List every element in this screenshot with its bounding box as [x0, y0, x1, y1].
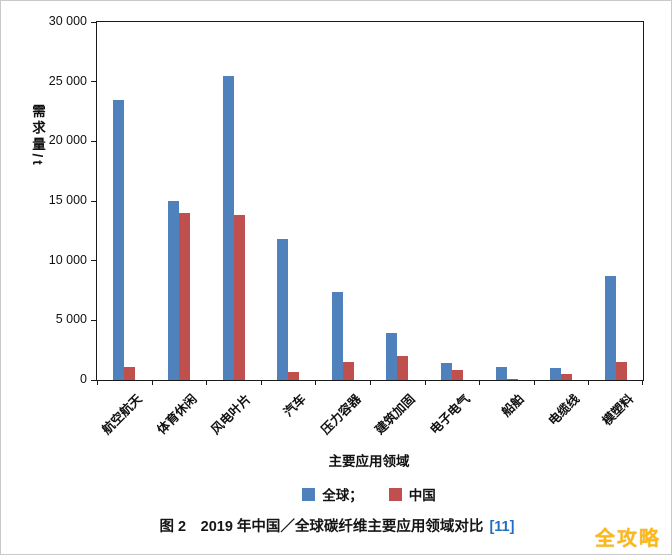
x-category-label-text: 建筑加固	[372, 391, 419, 438]
bar	[550, 368, 561, 380]
x-axis-title: 主要应用领域	[328, 454, 410, 469]
bar	[496, 367, 507, 380]
x-tick-mark	[642, 381, 643, 385]
x-tick-mark	[588, 381, 589, 385]
x-category-label-text: 电子电气	[427, 391, 473, 438]
bar	[288, 372, 299, 380]
legend-label: 全球；	[322, 488, 363, 503]
y-tick-label: 5 000	[55, 312, 87, 327]
y-tick-mark	[91, 200, 97, 202]
bar	[441, 363, 452, 380]
legend-item: 全球；	[302, 484, 363, 504]
x-tick-mark	[152, 381, 153, 385]
caption-text: 图 2 2019 年中国／全球碳纤维主要应用领域对比	[159, 519, 484, 535]
bar	[168, 201, 179, 380]
x-tick-mark	[315, 381, 316, 385]
bar	[605, 276, 616, 380]
y-tick-mark	[91, 140, 97, 142]
y-tick-mark	[91, 81, 97, 83]
y-tick-mark	[91, 379, 97, 381]
bar	[234, 215, 245, 380]
legend-label: 中国	[408, 488, 436, 503]
x-tick-mark	[97, 381, 98, 385]
x-category-label-text: 船舶	[499, 391, 528, 420]
legend-swatch	[302, 487, 316, 501]
watermark: 全攻略	[595, 528, 661, 550]
bar	[561, 374, 572, 380]
legend: 全球； 中国	[96, 484, 642, 504]
plot-area: 0 5 000 10 000 15 000 20 000 25 000 30 000	[49, 14, 644, 386]
x-category-label-text: 体育休闲	[154, 391, 200, 438]
bar	[223, 76, 234, 380]
y-tick-label: 30 000	[48, 14, 87, 28]
bar	[332, 292, 343, 380]
y-tick-label: 25 000	[48, 73, 87, 88]
y-tick-mark	[91, 319, 97, 321]
bar	[397, 356, 408, 380]
legend-item: 中国	[388, 484, 436, 504]
bar	[386, 333, 397, 380]
x-category-label-text: 模塑料	[599, 391, 637, 429]
bar	[113, 100, 124, 380]
citation-link[interactable]: [11]	[489, 519, 515, 535]
x-category-label-text: 压力容器	[318, 391, 364, 438]
y-axis-title: 需求量/t	[30, 104, 45, 168]
y-tick-label: 0	[80, 372, 87, 386]
x-tick-mark	[206, 381, 207, 385]
x-category-label-text: 航空航天	[99, 391, 146, 438]
bar	[124, 367, 135, 380]
y-tick-label: 20 000	[48, 133, 87, 148]
x-tick-mark	[370, 381, 371, 385]
y-tick-mark	[91, 260, 97, 262]
x-tick-mark	[425, 381, 426, 385]
x-tick-mark	[479, 381, 480, 385]
y-tick-label: 10 000	[48, 252, 87, 267]
bar	[507, 379, 518, 380]
x-tick-mark	[534, 381, 535, 385]
x-tick-mark	[261, 381, 262, 385]
y-tick-mark	[91, 22, 97, 23]
bar	[343, 362, 354, 380]
legend-swatch	[388, 487, 402, 501]
y-tick-label: 15 000	[48, 193, 87, 207]
bar	[179, 213, 190, 380]
x-category-label-text: 汽车	[281, 391, 309, 420]
x-category-label-text: 风电叶片	[208, 391, 255, 438]
bar	[277, 239, 288, 380]
bar	[452, 370, 463, 380]
bar	[616, 362, 627, 380]
figure-caption: 图 2 2019 年中国／全球碳纤维主要应用领域对比 [11]	[1, 515, 671, 536]
x-category-label-text: 电缆线	[545, 391, 582, 429]
